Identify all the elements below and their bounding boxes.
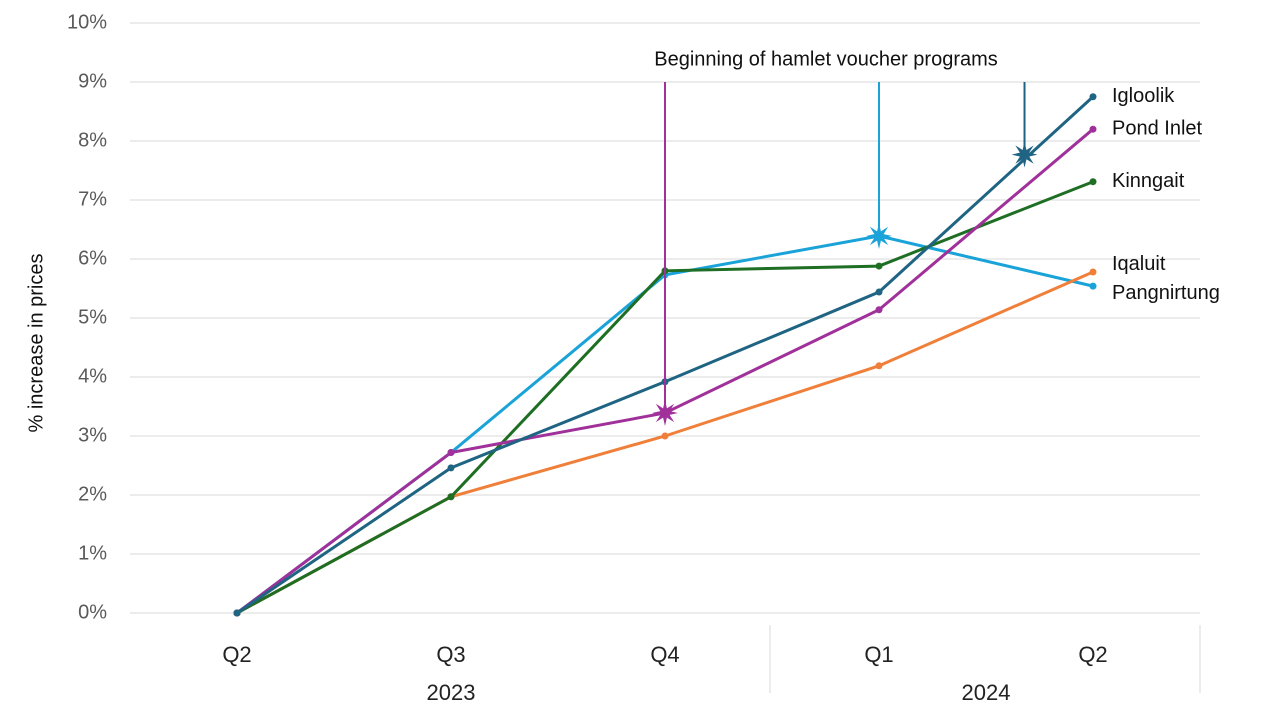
data-point [1089, 93, 1097, 101]
data-point [1089, 125, 1097, 133]
legend-label: Iqaluit [1112, 253, 1166, 275]
y-tick-label: 3% [78, 424, 107, 446]
event-marker [1011, 141, 1038, 168]
legend-label: Kinngait [1112, 170, 1185, 192]
y-tick-label: 7% [78, 188, 107, 210]
y-tick-label: 5% [78, 306, 107, 328]
x-tick-label: Q4 [650, 642, 679, 667]
data-point [447, 449, 455, 457]
x-tick-label: Q3 [436, 642, 465, 667]
y-tick-label: 6% [78, 247, 107, 269]
x-group-label: 2024 [962, 680, 1011, 705]
y-tick-label: 1% [78, 542, 107, 564]
data-point [447, 493, 455, 501]
event-marker [652, 399, 678, 426]
data-point [875, 262, 883, 270]
legend-label: Igloolik [1112, 85, 1175, 107]
data-point [1089, 268, 1097, 276]
x-group-label: 2023 [427, 680, 476, 705]
data-point [1089, 282, 1097, 290]
y-tick-label: 4% [78, 365, 107, 387]
data-point [875, 306, 883, 314]
y-tick-label: 0% [78, 601, 107, 623]
y-axis-title: % increase in prices [25, 254, 47, 433]
data-point [447, 464, 455, 472]
x-tick-label: Q2 [222, 642, 251, 667]
x-tick-label: Q2 [1078, 642, 1107, 667]
data-point [233, 609, 241, 617]
data-point [661, 432, 669, 440]
y-tick-label: 9% [78, 70, 107, 92]
event-marker [866, 222, 892, 249]
data-point [875, 362, 883, 370]
y-tick-label: 8% [78, 129, 107, 151]
legend-label: Pond Inlet [1112, 117, 1203, 139]
x-tick-label: Q1 [864, 642, 893, 667]
data-point [875, 288, 883, 296]
y-tick-label: 10% [67, 11, 107, 33]
y-tick-label: 2% [78, 483, 107, 505]
data-point [1089, 178, 1097, 186]
legend-label: Pangnirtung [1112, 282, 1220, 304]
annotation: Beginning of hamlet voucher programs [654, 48, 998, 70]
